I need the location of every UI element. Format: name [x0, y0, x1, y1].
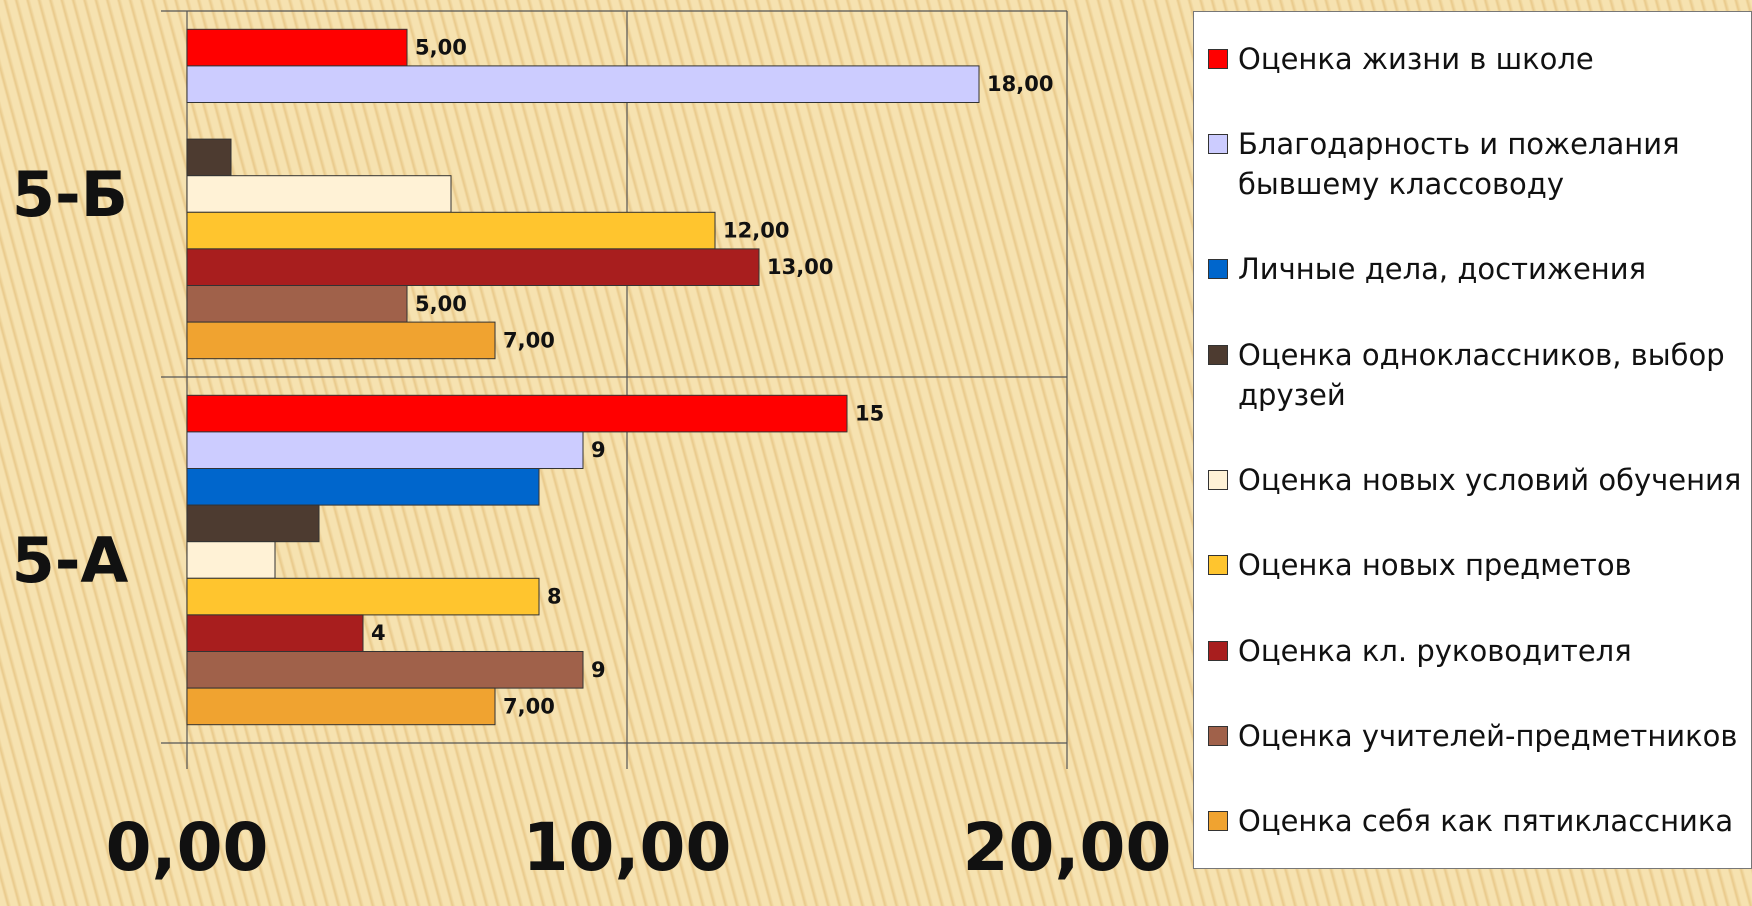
value-label: 12,00	[723, 219, 789, 243]
x-tick-label: 10,00	[523, 809, 732, 886]
bar	[187, 615, 363, 652]
legend-entry: Оценка новых предметов	[1208, 545, 1751, 585]
bar	[187, 688, 495, 725]
legend-swatch	[1208, 641, 1228, 661]
slide: 0,00 10,00 20,00 5-Б 5,00 18,00 12,00 13,00 5,00…	[0, 0, 1752, 906]
value-label: 5,00	[415, 292, 467, 316]
legend-swatch	[1208, 470, 1228, 490]
bar	[187, 66, 979, 103]
legend: Оценка жизни в школе Благодарность и поже…	[1193, 11, 1752, 869]
bar	[187, 395, 847, 432]
legend-swatch	[1208, 345, 1228, 365]
category-label: 5-А	[12, 524, 129, 597]
legend-entry: Оценка кл. руководителя	[1208, 631, 1751, 671]
bar	[187, 139, 231, 176]
legend-label: Оценка жизни в школе	[1238, 39, 1594, 79]
legend-swatch	[1208, 726, 1228, 746]
legend-label: Оценка новых предметов	[1238, 545, 1632, 585]
legend-swatch	[1208, 134, 1228, 154]
legend-entry: Оценка себя как пятиклассника	[1208, 801, 1751, 841]
legend-entry: Личные дела, достижения	[1208, 249, 1751, 289]
legend-label: Благодарность и пожелания бывшему классо…	[1238, 124, 1751, 204]
value-label: 13,00	[767, 255, 833, 279]
bar	[187, 286, 407, 323]
value-label: 18,00	[987, 72, 1053, 96]
legend-entry: Оценка учителей-предметников	[1208, 716, 1751, 756]
legend-label: Оценка себя как пятиклассника	[1238, 801, 1733, 841]
legend-label: Личные дела, достижения	[1238, 249, 1646, 289]
x-tick-label: 20,00	[963, 809, 1172, 886]
bar	[187, 176, 451, 213]
bar	[187, 322, 495, 359]
legend-swatch	[1208, 259, 1228, 279]
bar	[187, 432, 583, 469]
value-label: 5,00	[415, 36, 467, 60]
x-tick-label: 0,00	[106, 809, 269, 886]
legend-swatch	[1208, 49, 1228, 69]
legend-swatch	[1208, 555, 1228, 575]
legend-swatch	[1208, 811, 1228, 831]
value-label: 8	[547, 585, 562, 609]
value-label: 9	[591, 658, 606, 682]
value-label: 15	[855, 402, 884, 426]
legend-label: Оценка одноклассников, выбор друзей	[1238, 335, 1751, 415]
legend-entry: Благодарность и пожелания бывшему классо…	[1208, 124, 1751, 204]
bar	[187, 578, 539, 615]
legend-label: Оценка учителей-предметников	[1238, 716, 1737, 756]
value-label: 7,00	[503, 328, 555, 352]
bar	[187, 505, 319, 542]
value-label: 7,00	[503, 694, 555, 718]
bar	[187, 542, 275, 579]
bar	[187, 652, 583, 689]
category-label: 5-Б	[12, 158, 128, 231]
value-label: 9	[591, 438, 606, 462]
bar	[187, 29, 407, 66]
bar	[187, 469, 539, 506]
legend-entry: Оценка одноклассников, выбор друзей	[1208, 335, 1751, 415]
bar	[187, 249, 759, 286]
legend-entry: Оценка новых условий обучения	[1208, 460, 1751, 500]
value-label: 4	[371, 621, 386, 645]
bar	[187, 212, 715, 249]
legend-label: Оценка новых условий обучения	[1238, 460, 1741, 500]
legend-label: Оценка кл. руководителя	[1238, 631, 1632, 671]
legend-entry: Оценка жизни в школе	[1208, 39, 1751, 79]
